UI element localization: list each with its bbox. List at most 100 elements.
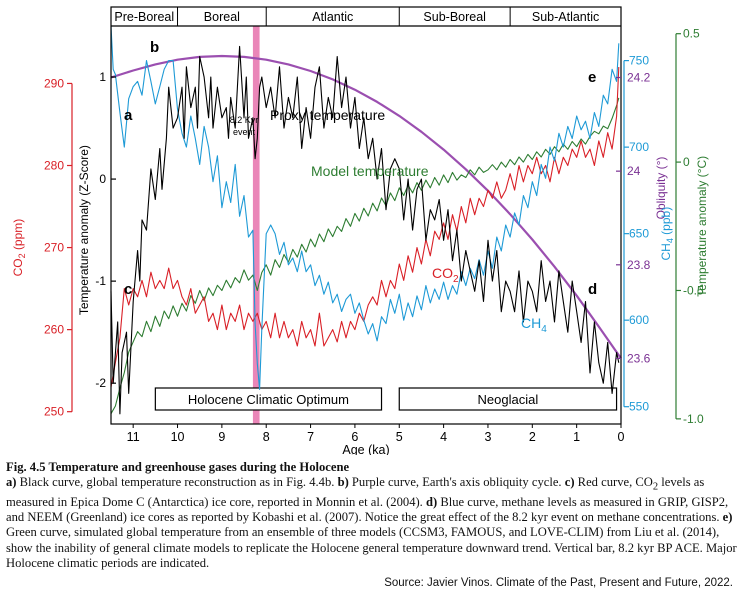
ch4-axis-title-main: CH — [659, 243, 673, 260]
ch4-tick-label: 650 — [629, 227, 649, 241]
ch4-axis-title: CH4 (ppb) — [659, 207, 675, 261]
caption-e-lead: e) — [722, 510, 733, 525]
x-tick-label: 2 — [529, 430, 536, 444]
model-tick-label: -0.5 — [683, 283, 704, 297]
co2-series-label: CO2 — [432, 265, 459, 285]
co2-axis-title-unit: (ppm) — [11, 219, 25, 254]
ch4-series-label: CH4 — [521, 315, 547, 335]
panel-letter-d: d — [588, 281, 597, 298]
obliquity-axis-title: Obliquity (°) — [654, 157, 668, 220]
ch4-series-label-main: CH — [521, 315, 541, 331]
caption-a-lead: a) — [6, 475, 17, 490]
co2-tick-label: 290 — [44, 76, 64, 90]
caption-c-text: Red curve, CO — [574, 475, 653, 490]
event-bar — [252, 26, 260, 424]
ch4-axis-title-sub: 4 — [665, 238, 675, 243]
x-tick-label: 7 — [307, 430, 314, 444]
x-tick-label: 4 — [440, 430, 447, 444]
obliquity-tick-label: 24 — [627, 164, 641, 178]
proxy-tick-label: 1 — [99, 70, 106, 84]
model-series-label: Model temperature — [311, 163, 429, 179]
x-tick-label: 9 — [218, 430, 225, 444]
x-tick-label: 6 — [351, 430, 358, 444]
ch4-tick-label: 700 — [629, 140, 649, 154]
x-tick-label: 3 — [484, 430, 491, 444]
event-bar-layer — [252, 26, 260, 424]
proxy-series-label: Proxy temperature — [270, 107, 385, 123]
ch4-series-label-sub: 4 — [541, 324, 547, 335]
ch4-series-line — [110, 25, 620, 390]
co2-axis-title-main: CO — [11, 258, 25, 276]
neoglacial-box — [398, 387, 618, 411]
co2-axis-title: CO2 (ppm) — [11, 219, 27, 277]
caption-body: a) Black curve, global temperature recon… — [6, 475, 746, 571]
caption-b-text: Purple curve, Earth's axis obliquity cyc… — [348, 475, 565, 490]
caption-d-text: Blue curve, methane levels as measured i… — [6, 494, 729, 525]
x-tick-label: 0 — [618, 430, 625, 444]
source-credit: Source: Javier Vinos. Climate of the Pas… — [384, 577, 733, 589]
event-label-line1: 8.2 Kyr — [230, 115, 259, 125]
caption-d-lead: d) — [425, 494, 438, 509]
caption-title: Fig. 4.5 Temperature and greenhouse gase… — [6, 460, 350, 474]
panel-letter-e: e — [588, 69, 596, 86]
neoglacial-label: Neoglacial — [478, 392, 539, 407]
series-layer — [110, 25, 622, 415]
co2-tick-label: 250 — [44, 405, 64, 419]
ch4-axis-title-unit: (ppb) — [659, 207, 673, 238]
x-tick-label: 8 — [263, 430, 270, 444]
proxy-tick-label: 0 — [99, 172, 106, 186]
panel-letter-c: c — [124, 281, 132, 298]
x-tick-label: 5 — [396, 430, 403, 444]
co2-series-label-main: CO — [432, 265, 453, 281]
period-boxes-layer: Holocene Climatic Optimum Neoglacial — [154, 387, 618, 411]
obliquity-tick-label: 23.8 — [627, 258, 651, 272]
proxy-series-line — [110, 45, 620, 415]
optimum-label: Holocene Climatic Optimum — [188, 392, 349, 407]
x-tick-label: 10 — [171, 430, 185, 444]
obliquity-series-line — [110, 54, 622, 360]
model-tick-label: 0 — [683, 155, 690, 169]
period-label: Pre-Boreal — [114, 10, 174, 24]
plot-frame — [110, 6, 622, 425]
co2-tick-label: 260 — [44, 323, 64, 337]
caption-e-text: Green curve, simulated global temperatur… — [6, 525, 737, 570]
event-label-line2: event — [233, 127, 256, 137]
optimum-box — [154, 387, 383, 411]
proxy-tick-label: -2 — [95, 376, 106, 390]
model-series-line — [110, 97, 620, 414]
caption-c-text2: levels as measured in Epica Dome C (Anta… — [6, 475, 705, 509]
panel-letter-a: a — [124, 107, 133, 124]
caption-a-text: Black curve, global temperature reconstr… — [16, 475, 338, 490]
caption-c-sub: 2 — [652, 481, 659, 493]
x-axis-title: Age (ka) — [342, 443, 389, 455]
model-tick-label: -1.0 — [683, 412, 704, 426]
holocene-chart: Holocene Climatic Optimum Neoglacial Pre-… — [11, 6, 709, 455]
co2-axis-title-sub: 2 — [17, 253, 27, 258]
ch4-tick-label: 600 — [629, 313, 649, 327]
ch4-tick-label: 550 — [629, 400, 649, 414]
ch4-tick-label: 750 — [629, 54, 649, 68]
period-label: Sub-Atlantic — [532, 10, 599, 24]
x-tick-label: 11 — [127, 430, 140, 444]
caption-c-lead: c) — [564, 475, 575, 490]
model-axis-title: Temperature anomaly (°C) — [695, 156, 709, 297]
proxy-axis-title: Temperature anomaly (Z-Score) — [77, 145, 91, 315]
co2-series-label-sub: 2 — [453, 274, 459, 285]
period-label: Boreal — [204, 10, 240, 24]
co2-tick-label: 280 — [44, 159, 64, 173]
frame-layer: Pre-Boreal Boreal Atlantic Sub-Boreal Sub-At… — [110, 6, 622, 425]
x-tick-label: 1 — [573, 430, 580, 444]
figure-caption: Fig. 4.5 Temperature and greenhouse gase… — [6, 460, 746, 571]
caption-b-lead: b) — [337, 475, 349, 490]
co2-tick-label: 270 — [44, 241, 64, 255]
period-label: Sub-Boreal — [423, 10, 486, 24]
period-label: Atlantic — [312, 10, 353, 24]
co2-series-line — [110, 66, 620, 388]
panel-letter-b: b — [150, 39, 159, 56]
proxy-tick-label: -1 — [95, 274, 106, 288]
obliquity-tick-label: 23.6 — [627, 351, 651, 365]
model-tick-label: 0.5 — [683, 27, 700, 41]
obliquity-tick-label: 24.2 — [627, 71, 651, 85]
labels-layer: Proxy temperature Model temperature CO2 CH4… — [124, 39, 597, 335]
